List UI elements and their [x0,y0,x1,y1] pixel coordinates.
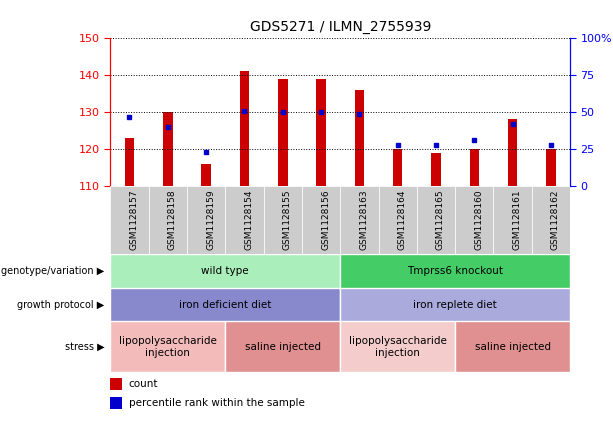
Text: genotype/variation ▶: genotype/variation ▶ [1,266,104,276]
Bar [110,321,225,372]
Bar [340,321,455,372]
Text: GSM1128155: GSM1128155 [283,190,292,250]
Bar [110,254,340,288]
Bar [148,186,187,254]
Bar [531,186,570,254]
Bar [110,397,122,409]
Text: growth protocol ▶: growth protocol ▶ [17,299,104,310]
Bar [470,149,479,186]
Text: lipopolysaccharide
injection: lipopolysaccharide injection [349,336,447,358]
Text: count: count [129,379,158,389]
Text: wild type: wild type [202,266,249,276]
Bar [455,321,570,372]
Text: GSM1128160: GSM1128160 [474,190,483,250]
Bar [264,186,302,254]
Bar [226,321,340,372]
Text: GSM1128154: GSM1128154 [245,190,253,250]
Bar [201,164,211,186]
Title: GDS5271 / ILMN_2755939: GDS5271 / ILMN_2755939 [249,20,431,34]
Text: saline injected: saline injected [245,342,321,352]
Text: GSM1128158: GSM1128158 [168,190,177,250]
Text: GSM1128157: GSM1128157 [129,190,139,250]
Text: GSM1128161: GSM1128161 [512,190,522,250]
Bar [417,186,455,254]
Bar [431,153,441,186]
Bar [187,186,226,254]
Bar [110,378,122,390]
Bar [393,149,403,186]
Text: percentile rank within the sample: percentile rank within the sample [129,398,305,408]
Bar [278,79,287,186]
Text: GSM1128162: GSM1128162 [551,190,560,250]
Bar [110,186,148,254]
Text: Tmprss6 knockout: Tmprss6 knockout [407,266,503,276]
Text: GSM1128163: GSM1128163 [359,190,368,250]
Bar [340,288,570,321]
Text: GSM1128159: GSM1128159 [206,190,215,250]
Text: iron deficient diet: iron deficient diet [179,299,272,310]
Bar [240,71,249,186]
Bar [302,186,340,254]
Bar [378,186,417,254]
Text: GSM1128165: GSM1128165 [436,190,445,250]
Bar [354,90,364,186]
Text: stress ▶: stress ▶ [64,342,104,352]
Bar [226,186,264,254]
Bar [340,186,378,254]
Bar [340,254,570,288]
Bar [546,149,556,186]
Bar [493,186,531,254]
Bar [455,186,493,254]
Bar [163,112,173,186]
Bar [508,119,517,186]
Bar [124,138,134,186]
Text: lipopolysaccharide
injection: lipopolysaccharide injection [119,336,217,358]
Bar [110,288,340,321]
Text: iron replete diet: iron replete diet [413,299,497,310]
Bar [316,79,326,186]
Text: GSM1128156: GSM1128156 [321,190,330,250]
Text: saline injected: saline injected [474,342,550,352]
Text: GSM1128164: GSM1128164 [398,190,406,250]
